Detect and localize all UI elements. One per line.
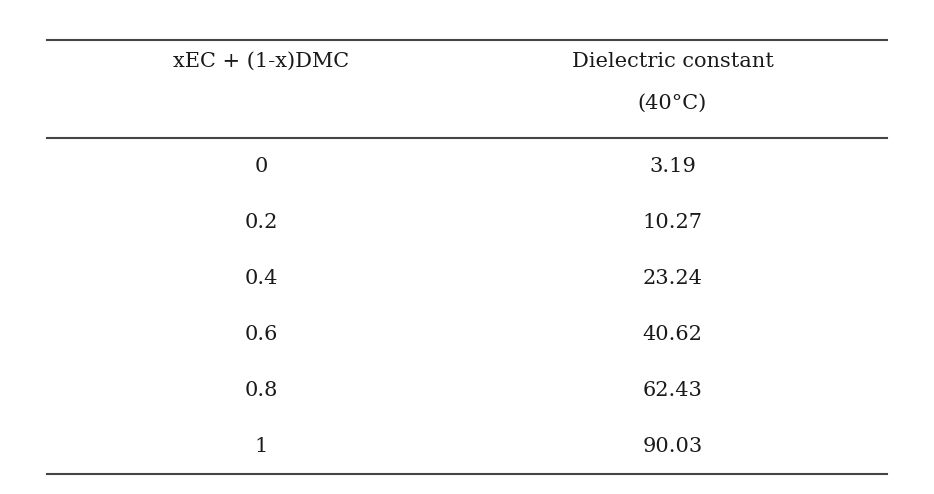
Text: 0: 0 xyxy=(255,157,268,176)
Text: 3.19: 3.19 xyxy=(649,157,696,176)
Text: 62.43: 62.43 xyxy=(643,381,702,400)
Text: 90.03: 90.03 xyxy=(643,437,702,456)
Text: xEC + (1-x)DMC: xEC + (1-x)DMC xyxy=(174,52,349,71)
Text: 10.27: 10.27 xyxy=(643,213,702,232)
Text: 0.2: 0.2 xyxy=(245,213,278,232)
Text: 0.6: 0.6 xyxy=(245,325,278,344)
Text: 23.24: 23.24 xyxy=(643,269,702,288)
Text: (40°C): (40°C) xyxy=(638,94,707,113)
Text: 1: 1 xyxy=(255,437,268,456)
Text: 0.8: 0.8 xyxy=(245,381,278,400)
Text: 0.4: 0.4 xyxy=(245,269,278,288)
Text: Dielectric constant: Dielectric constant xyxy=(572,52,773,71)
Text: 40.62: 40.62 xyxy=(643,325,702,344)
